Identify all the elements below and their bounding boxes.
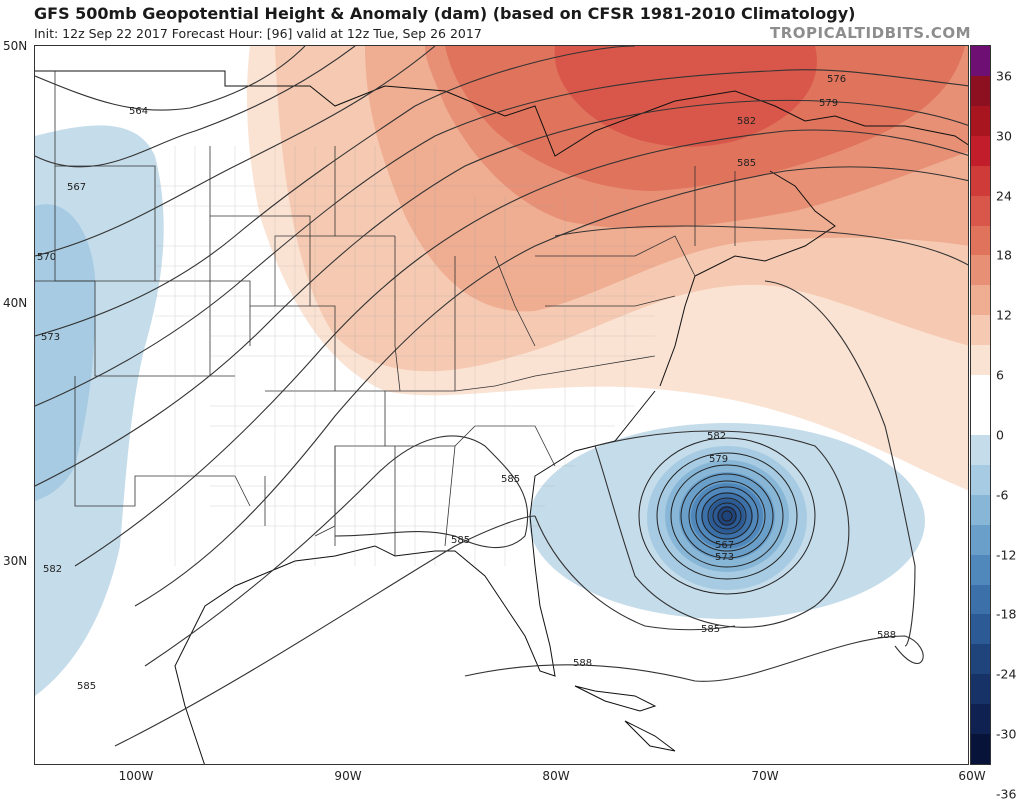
map-title: GFS 500mb Geopotential Height & Anomaly …: [34, 4, 856, 23]
colorbar-label: -18: [996, 606, 1017, 622]
contour-label: 585: [701, 624, 720, 635]
lon-label-60w: 60W: [958, 769, 986, 783]
contour-labels: 564 567 570 573 576 579 582 585 588 582 …: [37, 74, 896, 692]
colorbar-label: 6: [996, 367, 1004, 383]
lon-label-100w: 100W: [118, 769, 154, 783]
contour-label: 579: [819, 98, 838, 109]
colorbar-segment: [971, 46, 990, 77]
contour-label: 585: [77, 681, 96, 692]
colorbar-label: -12: [996, 547, 1017, 563]
anomaly-negative-west: [35, 125, 164, 696]
contour-label: 585: [451, 535, 470, 546]
contour-label: 567: [715, 540, 734, 551]
lat-label-40n: 40N: [3, 296, 28, 310]
contour-label: 576: [827, 74, 846, 85]
colorbar-segment: [971, 225, 990, 256]
colorbar-label: 24: [996, 188, 1012, 204]
coastline: [35, 70, 968, 764]
lat-label-50n: 50N: [3, 39, 28, 53]
colorbar-segment: [971, 524, 990, 556]
lon-label-80w: 80W: [542, 769, 570, 783]
colorbar-segment: [971, 255, 990, 286]
contour-label: 567: [67, 182, 86, 193]
colorbar-segment: [971, 375, 990, 406]
colorbar-label: -36: [996, 786, 1017, 801]
colorbar-segment: [971, 195, 990, 226]
colorbar-segment: [971, 75, 990, 107]
contour-label: 579: [709, 454, 728, 465]
colorbar-segment: [971, 554, 990, 585]
colorbar-segment: [971, 285, 990, 316]
colorbar-segment: [971, 734, 990, 765]
contour-label: 570: [37, 252, 56, 263]
contour-label: 585: [501, 474, 520, 485]
colorbar-segment: [971, 584, 990, 615]
colorbar-segment: [971, 704, 990, 735]
colorbar-segment: [971, 315, 990, 346]
colorbar-segment: [971, 644, 990, 675]
contour-label: 582: [737, 116, 756, 127]
lat-label-30n: 30N: [3, 554, 28, 568]
colorbar-segment: [971, 165, 990, 197]
colorbar-segment: [971, 135, 990, 167]
colorbar-label: 30: [996, 128, 1012, 144]
lon-label-70w: 70W: [751, 769, 779, 783]
colorbar-segment: [971, 464, 990, 496]
colorbar-segment: [971, 434, 990, 466]
colorbar-label: 36: [996, 68, 1012, 84]
state-borders: [35, 71, 736, 556]
contour-label: 573: [715, 552, 734, 563]
map-subtitle: Init: 12z Sep 22 2017 Forecast Hour: [96…: [34, 26, 482, 41]
contour-label: 573: [41, 332, 60, 343]
colorbar-label: 18: [996, 247, 1012, 263]
contour-label: 588: [877, 630, 896, 641]
contour-label: 564: [129, 106, 148, 117]
colorbar-segment: [971, 494, 990, 526]
anomaly-negative-hurricane: [529, 423, 925, 619]
map-panel: 564 567 570 573 576 579 582 585 588 582 …: [34, 45, 969, 765]
colorbar-label: -6: [996, 487, 1009, 503]
hurricane-contours: [638, 437, 816, 595]
lon-label-90w: 90W: [334, 769, 362, 783]
map-canvas: 564 567 570 573 576 579 582 585 588 582 …: [35, 46, 968, 764]
anomaly-colorbar: [970, 45, 991, 765]
contour-label: 582: [43, 564, 62, 575]
anomaly-positive-fill: [247, 46, 968, 491]
colorbar-segment: [971, 614, 990, 645]
brand-watermark: TROPICALTIDBITS.COM: [770, 24, 971, 42]
contour-label: 585: [737, 158, 756, 169]
colorbar-segment: [971, 674, 990, 705]
colorbar-segment: [971, 345, 990, 376]
colorbar-label: 12: [996, 307, 1012, 323]
colorbar-segment: [971, 405, 990, 436]
colorbar-segment: [971, 105, 990, 137]
contour-label: 588: [573, 658, 592, 669]
colorbar-label: -30: [996, 726, 1017, 742]
contour-label: 582: [707, 431, 726, 442]
height-contours: [35, 46, 968, 747]
colorbar-label: 0: [996, 427, 1004, 443]
colorbar-label: -24: [996, 666, 1017, 682]
